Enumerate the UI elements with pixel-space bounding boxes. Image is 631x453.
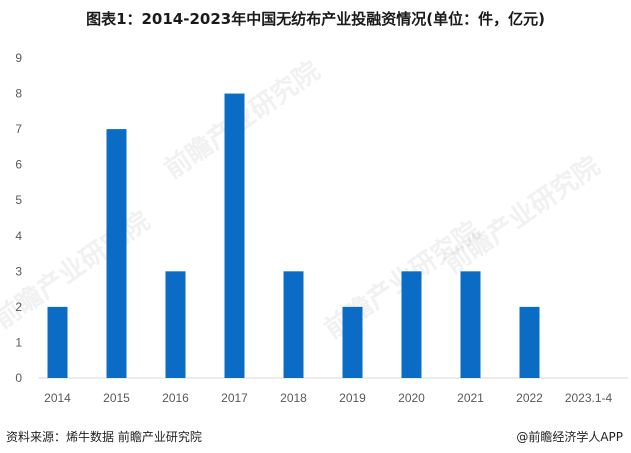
bar-2017 (224, 93, 245, 379)
x-tick-label: 2021 (457, 391, 484, 405)
x-tick-label: 2017 (221, 391, 248, 405)
bar-2015 (106, 129, 127, 378)
x-tick-label: 2014 (44, 391, 71, 405)
y-tick-label: 1 (15, 335, 22, 349)
x-tick-label: 2022 (516, 391, 543, 405)
y-tick-label: 2 (15, 300, 22, 314)
y-tick-label: 6 (15, 158, 22, 172)
x-tick-label: 2015 (103, 391, 130, 405)
y-tick-label: 4 (15, 229, 22, 243)
x-tick-label: 2019 (339, 391, 366, 405)
y-tick-label: 9 (15, 51, 22, 65)
y-tick-label: 0 (15, 371, 22, 385)
chart-title: 图表1：2014-2023年中国无纺布产业投融资情况(单位：件，亿元) (86, 10, 545, 28)
x-tick-label: 2018 (280, 391, 307, 405)
x-tick-label: 2016 (162, 391, 189, 405)
bar-2022 (519, 306, 540, 378)
y-tick-label: 3 (15, 264, 22, 278)
y-tick-label: 8 (15, 87, 22, 101)
x-tick-label: 2023.1-4 (565, 391, 613, 405)
x-tick-label: 2020 (398, 391, 425, 405)
bar-2021 (460, 271, 481, 378)
y-tick-label: 5 (15, 193, 22, 207)
bar-2014 (47, 306, 68, 378)
bar-2020 (401, 271, 422, 378)
bar-2018 (283, 271, 304, 378)
source-note: 资料来源：烯牛数据 前瞻产业研究院 (6, 430, 202, 444)
bar-2019 (342, 306, 363, 378)
brand-note: @前瞻经济学人APP (516, 430, 623, 444)
bar-2016 (165, 271, 186, 378)
y-tick-label: 7 (15, 122, 22, 136)
